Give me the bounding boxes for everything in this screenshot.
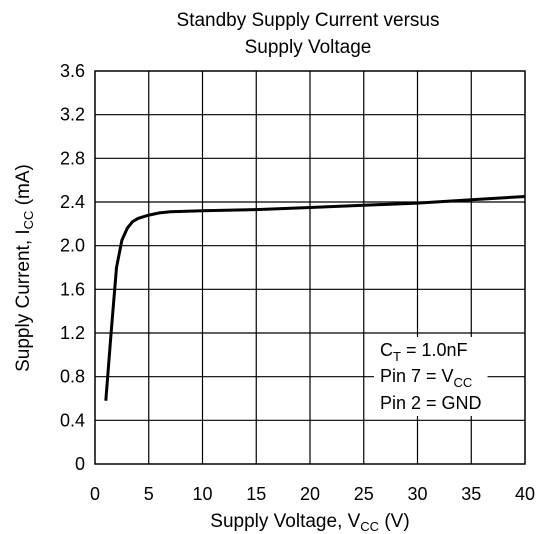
- chart-title-line-2: Supply Voltage: [245, 37, 372, 58]
- y-tick-label: 2.4: [60, 192, 85, 212]
- annotation-background: [374, 337, 488, 416]
- y-axis-label: Supply Current, ICC (mA): [13, 164, 36, 372]
- y-tick-label: 2.0: [60, 236, 85, 256]
- conditions-annotation: CT = 1.0nF Pin 7 = VCC Pin 2 = GND: [380, 340, 482, 413]
- x-axis-label-suffix: (V): [379, 511, 410, 532]
- y-tick-label: 3.2: [60, 105, 85, 125]
- x-tick-label: 25: [354, 484, 374, 504]
- x-tick-label: 10: [192, 484, 212, 504]
- x-tick-label: 30: [407, 484, 427, 504]
- x-axis-label-prefix: Supply Voltage, V: [210, 511, 360, 532]
- annotation-line-1: CT = 1.0nF: [380, 340, 468, 364]
- y-axis-label-suffix: (mA): [13, 164, 34, 210]
- annotation-line-2: Pin 7 = VCC: [380, 366, 472, 390]
- y-tick-label: 2.8: [60, 148, 85, 168]
- x-tick-label: 35: [461, 484, 481, 504]
- x-tick-label: 20: [300, 484, 320, 504]
- y-tick-label: 3.6: [60, 61, 85, 81]
- x-tick-label: 15: [246, 484, 266, 504]
- series-line: [104, 195, 526, 401]
- y-tick-labels: 0 0.4 0.8 1.2 1.6 2.0 2.4 2.8 3.2 3.6: [60, 61, 85, 474]
- x-tick-labels: 0 5 10 15 20 25 30 35 40: [90, 484, 535, 504]
- y-tick-label: 1.6: [60, 279, 85, 299]
- x-axis-label-subscript: CC: [360, 519, 379, 534]
- x-tick-label: 40: [515, 484, 535, 504]
- x-axis-label: Supply Voltage, VCC (V): [210, 511, 409, 534]
- x-tick-label: 0: [90, 484, 100, 504]
- chart-title-line-1: Standby Supply Current versus: [177, 10, 440, 31]
- annotation-line-3: Pin 2 = GND: [380, 393, 482, 413]
- y-axis-label-subscript: CC: [21, 211, 36, 230]
- y-tick-label: 0: [75, 454, 85, 474]
- y-tick-label: 0.8: [60, 367, 85, 387]
- y-axis-label-prefix: Supply Current, I: [13, 229, 34, 372]
- y-tick-label: 0.4: [60, 410, 85, 430]
- plot-frame: [94, 70, 526, 465]
- x-tick-label: 5: [144, 484, 154, 504]
- y-tick-label: 1.2: [60, 323, 85, 343]
